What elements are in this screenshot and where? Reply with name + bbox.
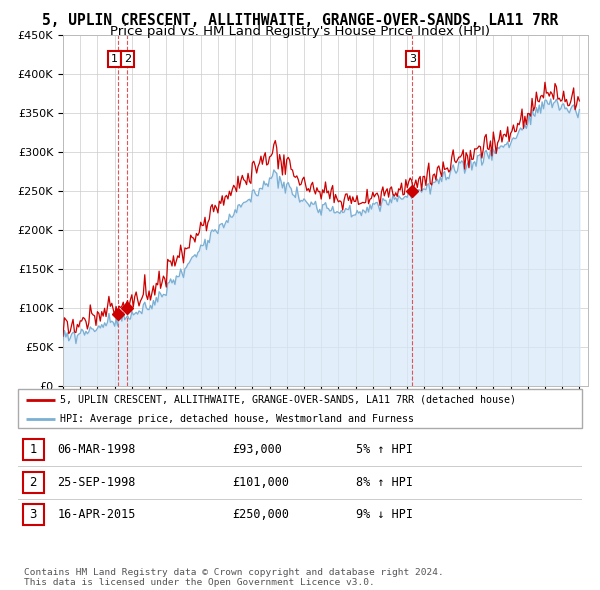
FancyBboxPatch shape xyxy=(23,504,44,525)
Text: 5% ↑ HPI: 5% ↑ HPI xyxy=(356,443,413,457)
Text: 5, UPLIN CRESCENT, ALLITHWAITE, GRANGE-OVER-SANDS, LA11 7RR: 5, UPLIN CRESCENT, ALLITHWAITE, GRANGE-O… xyxy=(42,13,558,28)
Text: Price paid vs. HM Land Registry's House Price Index (HPI): Price paid vs. HM Land Registry's House … xyxy=(110,25,490,38)
Text: 16-APR-2015: 16-APR-2015 xyxy=(58,508,136,522)
Text: 1: 1 xyxy=(111,54,118,64)
Text: 25-SEP-1998: 25-SEP-1998 xyxy=(58,476,136,489)
Text: Contains HM Land Registry data © Crown copyright and database right 2024.
This d: Contains HM Land Registry data © Crown c… xyxy=(24,568,444,587)
Text: 8% ↑ HPI: 8% ↑ HPI xyxy=(356,476,413,489)
FancyBboxPatch shape xyxy=(23,472,44,493)
Text: 06-MAR-1998: 06-MAR-1998 xyxy=(58,443,136,457)
Text: £101,000: £101,000 xyxy=(232,476,289,489)
Text: 3: 3 xyxy=(29,508,37,522)
Text: 2: 2 xyxy=(29,476,37,489)
FancyBboxPatch shape xyxy=(23,440,44,460)
Text: 5, UPLIN CRESCENT, ALLITHWAITE, GRANGE-OVER-SANDS, LA11 7RR (detached house): 5, UPLIN CRESCENT, ALLITHWAITE, GRANGE-O… xyxy=(60,395,516,405)
Text: HPI: Average price, detached house, Westmorland and Furness: HPI: Average price, detached house, West… xyxy=(60,414,415,424)
Text: 2: 2 xyxy=(124,54,131,64)
Text: 9% ↓ HPI: 9% ↓ HPI xyxy=(356,508,413,522)
Text: 3: 3 xyxy=(409,54,416,64)
Text: £250,000: £250,000 xyxy=(232,508,289,522)
Text: £93,000: £93,000 xyxy=(232,443,282,457)
Text: 1: 1 xyxy=(29,443,37,457)
